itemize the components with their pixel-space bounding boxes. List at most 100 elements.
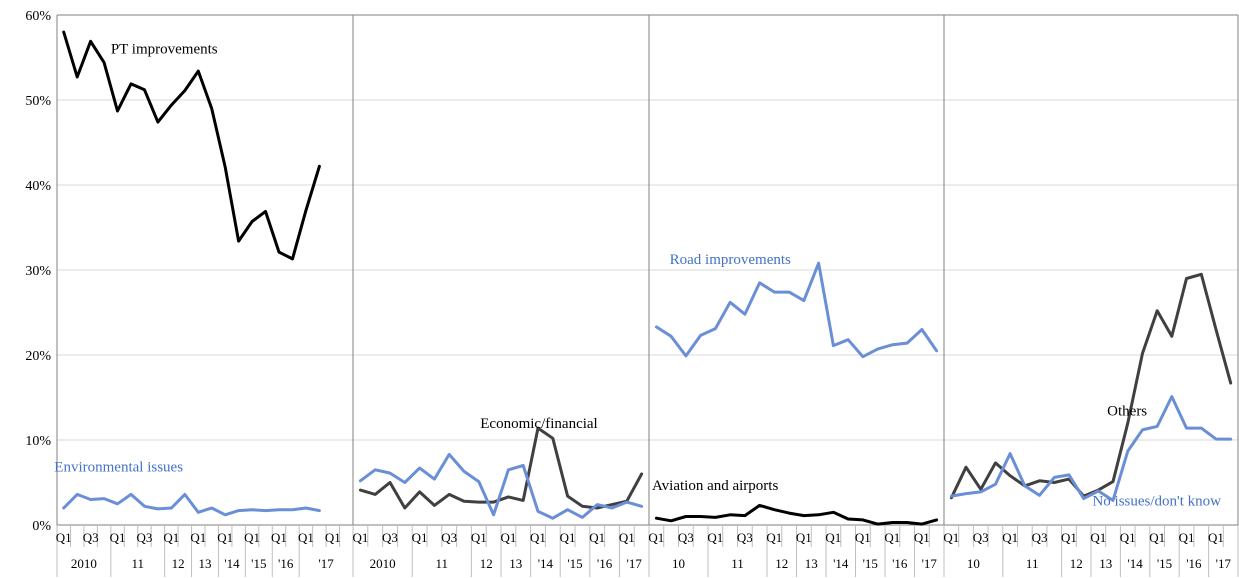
y-tick-label: 40%	[25, 179, 51, 194]
x-quarter-label: Q1	[1061, 530, 1077, 545]
series-line	[62, 30, 321, 261]
x-year-label: '17	[318, 556, 334, 571]
x-year-label: '15	[567, 556, 582, 571]
y-tick-label: 30%	[25, 264, 51, 279]
x-quarter-label: Q1	[619, 530, 635, 545]
x-year-label: '16	[1186, 556, 1202, 571]
x-quarter-label: Q1	[1090, 530, 1106, 545]
x-quarter-label: Q1	[884, 530, 900, 545]
x-quarter-label: Q1	[110, 530, 126, 545]
gridlines	[57, 14, 1238, 441]
x-year-label: 12	[172, 556, 185, 571]
x-axis: Q1 Q3 Q1 Q3 Q1 Q1 Q1 Q1 Q1 Q1 Q1 2010 11 12 13 '14 '15 '1…	[56, 525, 1239, 577]
x-quarter-label: Q1	[325, 530, 341, 545]
plot-frame	[56, 14, 1239, 526]
x-quarter-label: Q1	[217, 530, 233, 545]
x-year-label: 2010	[71, 556, 97, 571]
x-quarter-label: Q1	[412, 530, 428, 545]
x-year-label: 10	[672, 556, 685, 571]
x-quarter-label: Q3	[441, 530, 457, 545]
series-line	[654, 261, 939, 359]
y-tick-label: 10%	[25, 434, 51, 449]
x-quarter-label: Q1	[530, 530, 546, 545]
y-tick-label: 60%	[25, 9, 51, 24]
x-quarter-label: Q3	[973, 530, 989, 545]
series-annotation: PT improvements	[111, 41, 218, 57]
x-quarter-label: Q1	[298, 530, 314, 545]
y-tick-label: 0%	[32, 519, 51, 534]
x-quarter-label: Q1	[244, 530, 260, 545]
series-line	[62, 492, 321, 517]
x-quarter-label: Q1	[560, 530, 576, 545]
x-quarter-label: Q1	[914, 530, 930, 545]
x-year-label: '14	[833, 556, 849, 571]
x-quarter-label: Q1	[766, 530, 782, 545]
series-annotation: Economic/financial	[480, 416, 597, 432]
x-quarter-label: Q1	[707, 530, 723, 545]
y-tick-label: 20%	[25, 349, 51, 364]
x-year-label: '14	[1127, 556, 1143, 571]
x-year-label: 10	[967, 556, 980, 571]
x-quarter-label: Q3	[137, 530, 153, 545]
x-year-label: 11	[131, 556, 144, 571]
x-quarter-label: Q1	[56, 530, 72, 545]
x-quarter-label: Q1	[1149, 530, 1165, 545]
x-year-label: 13	[199, 556, 212, 571]
x-year-label: 12	[775, 556, 788, 571]
x-quarter-label: Q1	[500, 530, 516, 545]
x-quarter-label: Q1	[943, 530, 959, 545]
x-year-label: '14	[538, 556, 554, 571]
series-annotation: Aviation and airports	[652, 478, 779, 494]
x-year-label: '16	[892, 556, 908, 571]
x-year-label: '17	[922, 556, 938, 571]
series-annotation: No issues/don't know	[1092, 493, 1221, 509]
x-year-label: 11	[731, 556, 744, 571]
series-line	[358, 452, 644, 520]
x-quarter-label: Q1	[825, 530, 841, 545]
series-annotation: Environmental issues	[54, 459, 183, 475]
x-year-label: '16	[278, 556, 294, 571]
x-quarter-label: Q1	[163, 530, 179, 545]
x-quarter-label: Q1	[1002, 530, 1018, 545]
x-year-label: 11	[1026, 556, 1039, 571]
x-year-label: 13	[805, 556, 818, 571]
x-year-label: 2010	[370, 556, 396, 571]
series-line	[654, 503, 939, 526]
x-quarter-label: Q1	[648, 530, 664, 545]
x-year-label: 11	[436, 556, 449, 571]
annotations: PT improvements Environmental issues Econo…	[54, 41, 1221, 509]
x-quarter-label: Q3	[83, 530, 99, 545]
x-year-label: '15	[251, 556, 266, 571]
x-quarter-label: Q3	[382, 530, 398, 545]
y-axis: 0% 10% 20% 30% 40% 50% 60%	[25, 9, 51, 534]
series-annotation: Others	[1107, 403, 1147, 419]
x-year-label: 12	[1070, 556, 1083, 571]
x-quarter-label: Q1	[1179, 530, 1195, 545]
x-quarter-label: Q1	[796, 530, 812, 545]
x-quarter-label: Q1	[190, 530, 206, 545]
series-line	[949, 395, 1233, 502]
x-year-label: '15	[863, 556, 878, 571]
x-quarter-label: Q3	[1032, 530, 1048, 545]
x-quarter-label: Q3	[737, 530, 753, 545]
x-quarter-label: Q1	[855, 530, 871, 545]
x-quarter-label: Q1	[352, 530, 368, 545]
x-year-label: '15	[1157, 556, 1172, 571]
series-lines	[62, 30, 1233, 526]
x-quarter-label: Q1	[271, 530, 287, 545]
x-year-label: '17	[1216, 556, 1232, 571]
x-year-label: 13	[1099, 556, 1112, 571]
x-quarter-label: Q1	[1120, 530, 1136, 545]
x-year-label: 12	[480, 556, 493, 571]
x-year-label: '16	[597, 556, 613, 571]
x-quarter-label: Q3	[678, 530, 694, 545]
x-year-label: '14	[224, 556, 240, 571]
y-tick-label: 50%	[25, 94, 51, 109]
series-annotation: Road improvements	[670, 252, 791, 268]
x-quarter-label: Q1	[589, 530, 605, 545]
series-line	[949, 272, 1233, 500]
x-quarter-label: Q1	[471, 530, 487, 545]
x-quarter-label: Q1	[1208, 530, 1224, 545]
x-year-label: 13	[509, 556, 522, 571]
